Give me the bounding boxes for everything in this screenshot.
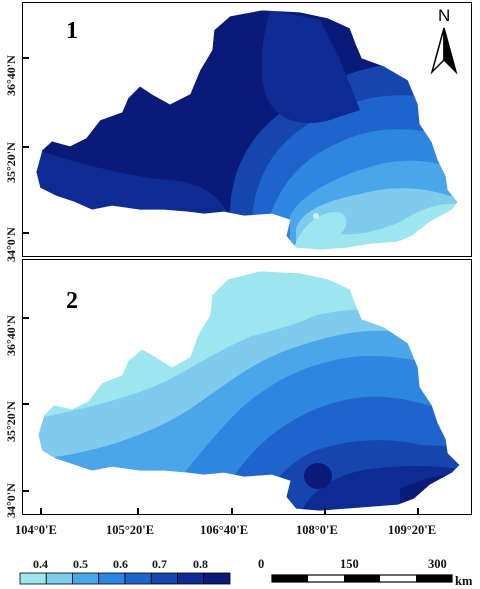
legend-value-2: 0.5 <box>73 557 88 571</box>
north-label: N <box>438 6 451 25</box>
lon-tick-5 <box>417 508 419 515</box>
legend-swatch <box>203 572 231 585</box>
lat-label-1-2: 35°20'N <box>4 142 18 183</box>
map-panel-2 <box>22 259 472 515</box>
panel-label-1: 1 <box>66 18 78 44</box>
lon-tick-3 <box>231 508 233 515</box>
legend-value-1: 0.4 <box>33 557 48 571</box>
north-arrow-icon <box>430 27 458 75</box>
lat-tick-2-3 <box>22 490 29 492</box>
lat-label-2-1: 36°40'N <box>4 315 18 356</box>
lon-label-3: 106°40'E <box>200 523 249 537</box>
lon-tick-1 <box>40 508 42 515</box>
lat-tick-1-3 <box>22 232 29 234</box>
lon-tick-2 <box>137 508 139 515</box>
lon-label-5: 109°20'E <box>388 523 437 537</box>
legend-swatch <box>124 572 152 585</box>
lat-tick-2-1 <box>22 317 29 319</box>
legend-swatch <box>150 572 178 585</box>
scale-label-0: 0 <box>258 557 265 571</box>
lon-label-1: 104°0'E <box>15 523 57 537</box>
map-panel-1 <box>22 2 472 257</box>
legend-swatch <box>98 572 126 585</box>
legend-value-5: 0.8 <box>193 557 208 571</box>
lat-label-1-3: 34°0'N <box>4 227 18 262</box>
map-2-region <box>37 270 461 512</box>
legend-swatch <box>19 572 47 585</box>
lat-label-2-3: 34°0'N <box>4 483 18 518</box>
lat-tick-1-2 <box>22 146 29 148</box>
scale-label-150: 150 <box>340 557 359 571</box>
legend-swatch <box>72 572 100 585</box>
legend-swatch <box>45 572 73 585</box>
legend-value-3: 0.6 <box>113 557 128 571</box>
lon-label-2: 105°20'E <box>106 523 155 537</box>
lat-tick-1-1 <box>22 57 29 59</box>
map-1-region <box>35 9 459 251</box>
lon-label-4: 108°0'E <box>296 523 338 537</box>
panel-label-2: 2 <box>66 288 78 314</box>
lat-tick-2-2 <box>22 403 29 405</box>
lat-label-2-2: 35°20'N <box>4 401 18 442</box>
scale-unit: km <box>455 574 473 588</box>
scale-bar <box>271 574 453 583</box>
lon-tick-4 <box>324 508 326 515</box>
legend-colorbar <box>19 572 231 585</box>
scale-label-300: 300 <box>428 557 447 571</box>
legend-value-4: 0.7 <box>152 557 167 571</box>
lat-label-1-1: 36°40'N <box>4 55 18 96</box>
legend-swatch <box>177 572 205 585</box>
